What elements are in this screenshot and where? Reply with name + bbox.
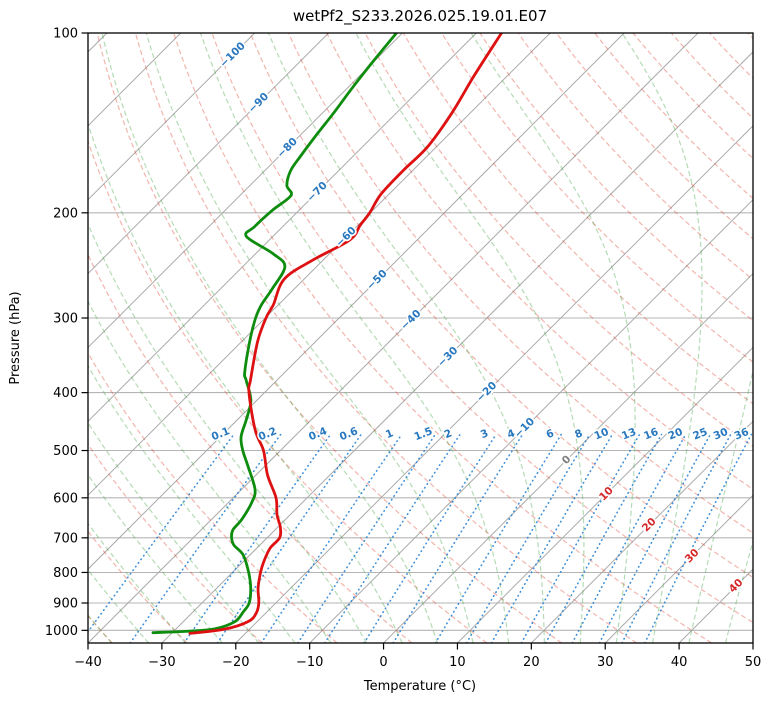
mixing-ratio-label: 0.2: [257, 425, 279, 443]
x-tick-label: 0: [379, 655, 387, 670]
y-axis-label: Pressure (hPa): [8, 291, 23, 384]
mixing-ratio-label: 6: [545, 427, 556, 441]
temperature-curve: [188, 33, 503, 635]
mixing-ratio-label: 8: [573, 427, 584, 441]
isotherm-label: −100: [218, 40, 248, 70]
y-tick-label: 800: [53, 566, 78, 581]
isotherm-lines: [88, 33, 753, 643]
mixing-ratio-label: 36: [733, 426, 751, 443]
x-tick-label: 10: [449, 655, 466, 670]
mixing-ratio-label: 3: [479, 427, 490, 441]
x-axis-label: Temperature (°C): [363, 679, 476, 694]
x-tick-label: −20: [222, 655, 249, 670]
plot-title: wetPf2_S233.2026.025.19.01.E07: [293, 7, 547, 26]
mixing-ratio-label: 16: [642, 426, 660, 443]
moist-adiabats: [88, 33, 753, 643]
pressure-gridlines: [88, 32, 753, 631]
y-tick-label: 400: [53, 386, 78, 401]
mixing-ratio-label: 1: [384, 427, 395, 441]
mixing-ratio-label: 10: [593, 426, 611, 443]
x-axis-ticks: −40 −30 −20 −10 0 10 20 30 40 50: [74, 643, 761, 670]
y-tick-label: 500: [53, 444, 78, 459]
y-tick-label: 200: [53, 206, 78, 221]
dry-adiabats: [88, 33, 753, 643]
x-tick-label: −10: [296, 655, 323, 670]
y-tick-label: 300: [53, 312, 78, 327]
y-tick-label: 700: [53, 531, 78, 546]
mixing-ratio-label: 0.6: [338, 425, 360, 443]
x-tick-label: 50: [745, 655, 762, 670]
x-tick-label: −30: [148, 655, 175, 670]
y-tick-label: 1000: [45, 624, 78, 639]
x-tick-label: 30: [597, 655, 614, 670]
mixing-ratio-label: 0.1: [210, 425, 232, 443]
x-tick-label: 20: [523, 655, 540, 670]
y-axis-ticks: 100 200 300 400 500 600 700 800 900 1000: [45, 27, 88, 639]
y-tick-label: 100: [53, 27, 78, 42]
y-tick-label: 900: [53, 597, 78, 612]
x-tick-label: −40: [74, 655, 101, 670]
mixing-ratio-label: 13: [620, 426, 638, 443]
y-tick-label: 600: [53, 491, 78, 506]
x-tick-label: 40: [671, 655, 688, 670]
plot-frame: [87, 32, 754, 644]
mixing-ratio-lines: [88, 433, 753, 643]
